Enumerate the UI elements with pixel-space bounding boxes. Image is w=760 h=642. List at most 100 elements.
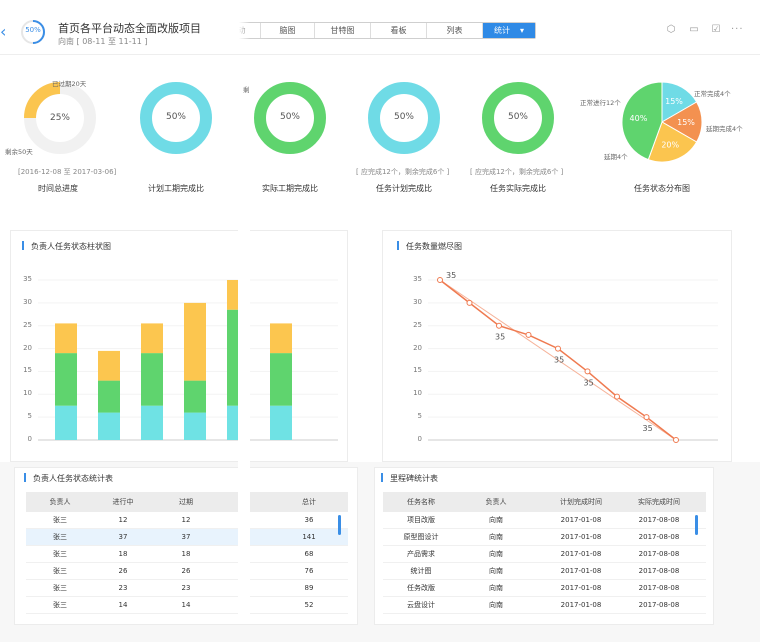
project-subtitle: 向南 [ 08-11 至 11-11 ] — [58, 37, 148, 46]
table-row[interactable]: 产品需求 向南 2017-01-08 2017-08-08 — [383, 546, 706, 563]
y-tick-label: 0 — [417, 435, 422, 443]
back-chevron-icon[interactable]: ‹ — [0, 22, 7, 41]
tab-list[interactable]: 列表 — [427, 23, 483, 38]
burndown-point — [466, 299, 473, 306]
project-title: 首页各平台动态全面改版项目 — [58, 22, 201, 35]
table-row[interactable]: 云盘设计 向南 2017-01-08 2017-08-08 — [383, 597, 706, 614]
table-cell: 向南 — [489, 567, 503, 575]
table-cell: 37 — [118, 533, 128, 541]
tab-fade-overlay — [222, 20, 250, 40]
plan-progress-label: 计划工期完成比 — [148, 184, 204, 193]
bar-segment — [184, 302, 206, 381]
table-cell: 向南 — [489, 516, 503, 524]
bar-panel-title: 负责人任务状态柱状图 — [31, 242, 111, 251]
checklist-icon[interactable]: ☑ — [711, 24, 721, 35]
bar-segment — [184, 412, 206, 440]
pie-label-in-progress: 正常进行12个 — [580, 99, 621, 107]
status-table-scrollbar[interactable] — [338, 515, 341, 535]
y-tick-label: 10 — [23, 389, 32, 398]
y-tick-label: 5 — [417, 412, 422, 421]
bar-segment — [98, 380, 120, 413]
burndown-line-chart: 35 35 35 35 35 — [428, 271, 718, 443]
header-divider — [0, 54, 760, 55]
tab-gantt[interactable]: 甘特图 — [315, 23, 371, 38]
bar-y-axis: 35 30 25 20 15 10 5 0 — [12, 0, 34, 642]
table-cell: 89 — [304, 584, 314, 592]
line-panel-title: 任务数量燃尽图 — [406, 242, 462, 251]
column-header[interactable]: 计划完成时间 — [560, 498, 602, 506]
bar-panel-accent — [22, 241, 24, 250]
burndown-point — [555, 345, 561, 352]
status-table: 负责人进行中过期成总计张三121236张三3737141张三181868张三26… — [26, 492, 348, 622]
table-row[interactable]: 项目改版 向南 2017-01-08 2017-08-08 — [383, 512, 706, 529]
table-row[interactable]: 原型图设计 向南 2017-01-08 2017-08-08 — [383, 529, 706, 546]
table-cell: 23 — [118, 584, 128, 592]
table-row[interactable]: 张三 18 18 68 — [26, 546, 348, 563]
y-tick-label: 30 — [413, 297, 422, 306]
plan-progress-center: 50% — [165, 112, 186, 122]
time-progress-donut — [24, 82, 96, 154]
table-cell: 2017-08-08 — [638, 601, 680, 609]
column-header[interactable]: 任务名称 — [407, 498, 435, 506]
bar-segment — [98, 412, 120, 440]
more-icon[interactable]: ··· — [731, 24, 744, 35]
column-header[interactable]: 负责人 — [485, 498, 507, 506]
camera-icon[interactable]: ▭ — [689, 24, 699, 35]
point-label: 35 — [554, 356, 564, 365]
tab-kanban[interactable]: 看板 — [371, 23, 427, 38]
settings-icon[interactable]: ⬡ — [666, 24, 676, 35]
time-progress-center: 25% — [49, 113, 70, 123]
table-cell: 76 — [304, 567, 314, 575]
burndown-point — [437, 277, 443, 283]
table-cell: 14 — [181, 601, 191, 609]
burndown-point — [496, 322, 502, 329]
milestone-table-scrollbar[interactable] — [695, 515, 698, 535]
table-cell: 2017-01-08 — [560, 567, 602, 575]
point-label: 35 — [495, 333, 505, 342]
column-header[interactable]: 过期 — [179, 498, 193, 506]
milestone-table-title: 里程碑统计表 — [390, 474, 438, 483]
column-header[interactable]: 总计 — [302, 498, 316, 506]
task-plan-donut — [368, 82, 440, 154]
table-header: 任务名称 负责人 计划完成时间 实际完成时间 — [383, 492, 706, 512]
table-header: 负责人进行中过期成总计 — [26, 492, 348, 512]
table-cell: 向南 — [489, 550, 503, 558]
column-header[interactable]: 进行中 — [112, 498, 134, 506]
task-plan-center: 50% — [393, 112, 414, 122]
table-cell: 2017-01-08 — [560, 533, 602, 541]
milestone-table: 任务名称 负责人 计划完成时间 实际完成时间项目改版 向南 2017-01-08 2017-… — [383, 492, 706, 622]
project-progress-ring — [21, 20, 45, 44]
table-row[interactable]: 任务改版 向南 2017-01-08 2017-08-08 — [383, 580, 706, 597]
bar-segment — [98, 350, 120, 381]
point-label: 35 — [446, 271, 456, 280]
time-progress-label: 时间总进度 — [38, 184, 78, 193]
table-cell: 2017-01-08 — [560, 601, 602, 609]
pie-label-delayed: 延期4个 — [604, 153, 628, 161]
table-row[interactable]: 统计图 向南 2017-01-08 2017-08-08 — [383, 563, 706, 580]
column-header[interactable]: 负责人 — [49, 498, 71, 506]
stacked-bar-chart — [38, 279, 338, 441]
column-header[interactable]: 实际完成时间 — [638, 498, 680, 506]
project-progress-text: 50% — [25, 26, 41, 34]
pie-slice — [647, 121, 698, 163]
table-cell: 向南 — [489, 584, 503, 592]
tab-mindmap[interactable]: 脑图 — [261, 23, 315, 38]
table-row[interactable]: 张三 14 14 52 — [26, 597, 348, 614]
table-cell: 原型图设计 — [403, 533, 439, 541]
table-row[interactable]: 张三 37 37 141 — [26, 529, 348, 546]
status-table-accent — [24, 473, 26, 482]
line-y-axis: 35 30 25 20 15 10 5 0 — [402, 0, 424, 642]
pie-slice — [621, 81, 663, 161]
tab-statistics[interactable]: 统计 ▾ — [483, 23, 535, 38]
y-tick-label: 20 — [413, 343, 422, 352]
table-cell: 2017-08-08 — [638, 584, 680, 592]
burndown-point — [673, 437, 679, 443]
line-panel-accent — [397, 241, 399, 250]
table-cell: 统计图 — [410, 567, 432, 575]
table-cell: 张三 — [53, 601, 67, 609]
table-row[interactable]: 张三 23 23 89 — [26, 580, 348, 597]
y-tick-label: 35 — [23, 275, 32, 283]
table-cell: 向南 — [489, 533, 503, 541]
table-row[interactable]: 张三 12 12 36 — [26, 512, 348, 529]
table-row[interactable]: 张三 26 26 76 — [26, 563, 348, 580]
